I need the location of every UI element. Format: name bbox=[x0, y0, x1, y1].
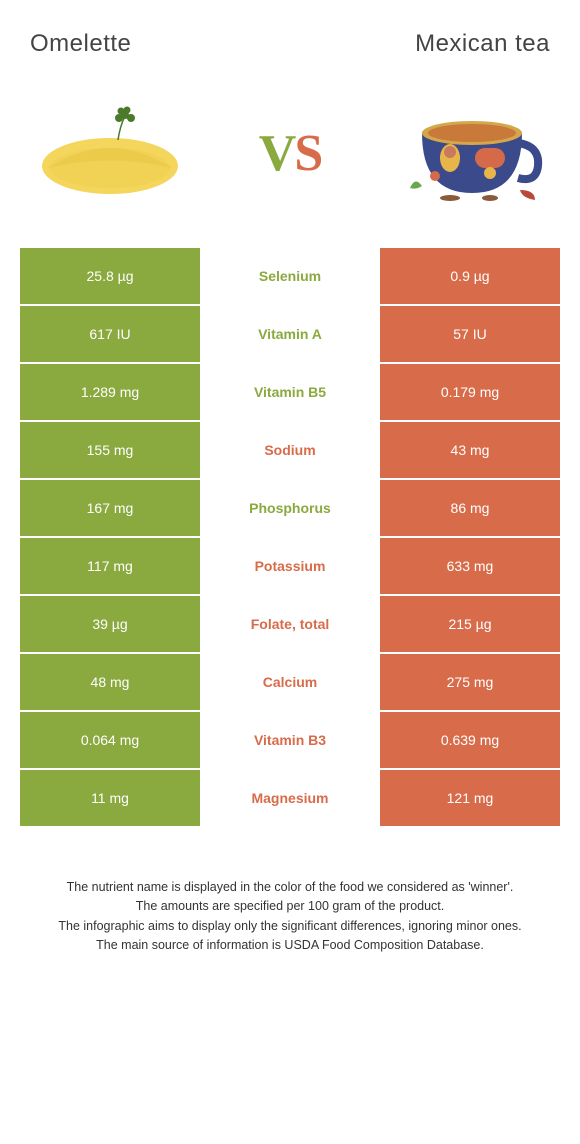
left-value: 617 IU bbox=[20, 306, 200, 362]
left-value: 39 µg bbox=[20, 596, 200, 652]
vs-label: VS bbox=[259, 124, 321, 183]
nutrient-label: Magnesium bbox=[200, 770, 380, 826]
right-value: 43 mg bbox=[380, 422, 560, 478]
left-value: 11 mg bbox=[20, 770, 200, 826]
nutrient-row: 167 mgPhosphorus86 mg bbox=[20, 480, 560, 536]
right-value: 0.639 mg bbox=[380, 712, 560, 768]
right-value: 0.9 µg bbox=[380, 248, 560, 304]
nutrient-row: 11 mgMagnesium121 mg bbox=[20, 770, 560, 826]
nutrient-row: 155 mgSodium43 mg bbox=[20, 422, 560, 478]
nutrient-row: 1.289 mgVitamin B50.179 mg bbox=[20, 364, 560, 420]
left-value: 167 mg bbox=[20, 480, 200, 536]
nutrient-row: 617 IUVitamin A57 IU bbox=[20, 306, 560, 362]
nutrient-row: 117 mgPotassium633 mg bbox=[20, 538, 560, 594]
footnote-line: The main source of information is USDA F… bbox=[30, 936, 550, 955]
footnote-line: The amounts are specified per 100 gram o… bbox=[30, 897, 550, 916]
right-value: 215 µg bbox=[380, 596, 560, 652]
nutrient-label: Phosphorus bbox=[200, 480, 380, 536]
footnote-line: The nutrient name is displayed in the co… bbox=[30, 878, 550, 897]
nutrient-row: 25.8 µgSelenium0.9 µg bbox=[20, 248, 560, 304]
nutrient-label: Sodium bbox=[200, 422, 380, 478]
right-value: 86 mg bbox=[380, 480, 560, 536]
footnotes: The nutrient name is displayed in the co… bbox=[0, 828, 580, 986]
right-value: 0.179 mg bbox=[380, 364, 560, 420]
nutrient-label: Vitamin B5 bbox=[200, 364, 380, 420]
nutrient-label: Calcium bbox=[200, 654, 380, 710]
vs-v: V bbox=[259, 125, 295, 182]
vs-s: S bbox=[294, 125, 321, 182]
nutrient-row: 48 mgCalcium275 mg bbox=[20, 654, 560, 710]
right-value: 275 mg bbox=[380, 654, 560, 710]
nutrient-row: 0.064 mgVitamin B30.639 mg bbox=[20, 712, 560, 768]
images-row: VS bbox=[0, 78, 580, 248]
left-value: 117 mg bbox=[20, 538, 200, 594]
footnote-line: The infographic aims to display only the… bbox=[30, 917, 550, 936]
right-value: 57 IU bbox=[380, 306, 560, 362]
mexican-tea-image bbox=[390, 98, 550, 208]
left-value: 25.8 µg bbox=[20, 248, 200, 304]
nutrient-label: Folate, total bbox=[200, 596, 380, 652]
right-value: 121 mg bbox=[380, 770, 560, 826]
nutrient-label: Vitamin B3 bbox=[200, 712, 380, 768]
left-value: 155 mg bbox=[20, 422, 200, 478]
header: Omelette Mexican tea bbox=[0, 0, 580, 78]
left-food-title: Omelette bbox=[30, 30, 290, 58]
omelette-image bbox=[30, 98, 190, 208]
nutrient-label: Selenium bbox=[200, 248, 380, 304]
left-value: 1.289 mg bbox=[20, 364, 200, 420]
left-value: 0.064 mg bbox=[20, 712, 200, 768]
nutrient-row: 39 µgFolate, total215 µg bbox=[20, 596, 560, 652]
nutrient-label: Potassium bbox=[200, 538, 380, 594]
nutrient-label: Vitamin A bbox=[200, 306, 380, 362]
nutrient-table: 25.8 µgSelenium0.9 µg617 IUVitamin A57 I… bbox=[0, 248, 580, 826]
left-value: 48 mg bbox=[20, 654, 200, 710]
right-food-title: Mexican tea bbox=[290, 30, 550, 58]
right-value: 633 mg bbox=[380, 538, 560, 594]
